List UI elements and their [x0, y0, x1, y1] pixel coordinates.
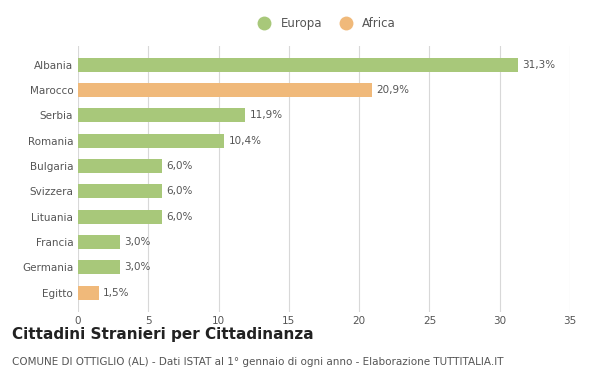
Text: Cittadini Stranieri per Cittadinanza: Cittadini Stranieri per Cittadinanza [12, 327, 314, 342]
Bar [78, 83, 372, 97]
Bar [78, 58, 518, 71]
Bar [78, 159, 163, 173]
Legend: Europa, Africa: Europa, Africa [247, 12, 401, 34]
Text: 3,0%: 3,0% [124, 237, 151, 247]
Text: 6,0%: 6,0% [167, 186, 193, 196]
Bar [78, 286, 99, 299]
Bar [78, 184, 163, 198]
Text: 20,9%: 20,9% [376, 85, 409, 95]
Bar [78, 210, 163, 223]
Bar [78, 134, 224, 147]
Text: 1,5%: 1,5% [103, 288, 130, 298]
Bar [78, 235, 120, 249]
Bar [78, 108, 245, 122]
Text: 6,0%: 6,0% [167, 212, 193, 222]
Text: 3,0%: 3,0% [124, 262, 151, 272]
Text: COMUNE DI OTTIGLIO (AL) - Dati ISTAT al 1° gennaio di ogni anno - Elaborazione T: COMUNE DI OTTIGLIO (AL) - Dati ISTAT al … [12, 357, 503, 367]
Text: 31,3%: 31,3% [522, 60, 556, 70]
Text: 11,9%: 11,9% [250, 110, 283, 120]
Text: 10,4%: 10,4% [229, 136, 262, 146]
Text: 6,0%: 6,0% [167, 161, 193, 171]
Bar [78, 260, 120, 274]
